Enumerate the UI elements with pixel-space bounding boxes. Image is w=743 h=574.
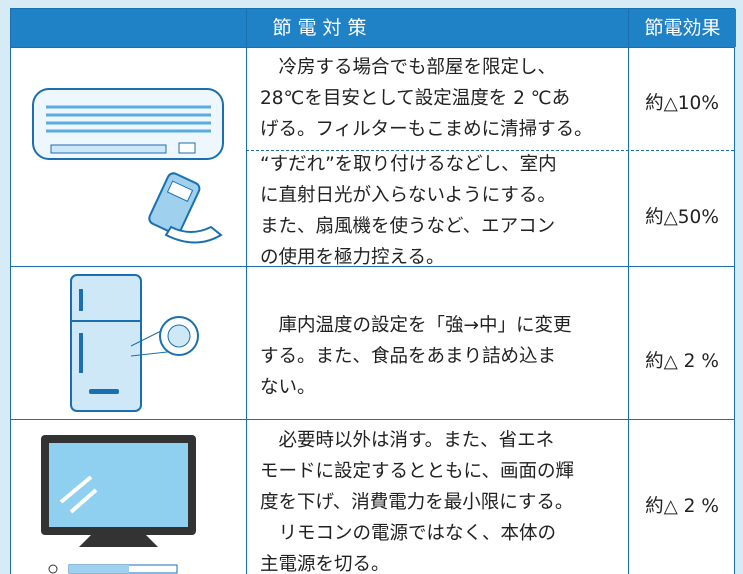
text-line: 度を下げ、消費電力を最小限にする。 [260,492,574,513]
measure-text: 冷房する場合でも部屋を限定し、 28℃を目安として設定温度を 2 ℃あげる。フィル… [260,52,593,145]
text-line: する。また、食品をあまり詰め込ま [260,346,557,367]
text-line: 必要時以外は消す。また、省エネ [278,430,555,451]
text-line: 主電源を切る。 [260,554,390,574]
text-line: げる。フィルターもこまめに清掃する。 [260,119,593,140]
text-line: ない。 [260,377,316,398]
text-line: 庫内温度の設定を「強→中」に変更 [278,315,572,336]
effect: 約△10% [645,93,719,114]
effect: 約△ 2 % [645,496,719,517]
text-line: の使用を極力控える。 [260,247,445,268]
text-line: また、扇風機を使うなど、エアコン [260,216,556,237]
measure-text: 庫内温度の設定を「強→中」に変更する。また、食品をあまり詰め込ま ない。 [260,310,572,403]
effect: 約△ 2 % [645,351,719,372]
aircon-illustration [32,88,224,244]
header-effect: 節電効果 [629,9,736,47]
text-line: 28℃を目安として設定温度を 2 ℃あ [260,88,571,109]
tv-illustration [41,435,196,574]
header-title: 節 電 対 策 [11,9,628,47]
text-line: に直射日光が入らないようにする。 [260,185,556,206]
text-line: モードに設定するとともに、画面の輝 [260,461,574,482]
text-line: “すだれ”を取り付けるなどし、室内 [260,154,557,175]
table: 節 電 対 策 節電効果 冷房する場合でも部屋を限定し、 28℃を目安として設定温… [10,8,736,574]
effect: 約△50% [645,207,719,228]
measure-text: 必要時以外は消す。また、省エネ モードに設定するとともに、画面の輝 度を下げ、消費電… [260,425,574,574]
fridge-illustration [70,274,199,412]
text-line: 冷房する場合でも部屋を限定し、 [278,57,557,78]
measure-text: “すだれ”を取り付けるなどし、室内 に直射日光が入らないようにする。 また、扇風機を… [260,149,557,273]
text-line: リモコンの電源ではなく、本体の [278,523,557,544]
